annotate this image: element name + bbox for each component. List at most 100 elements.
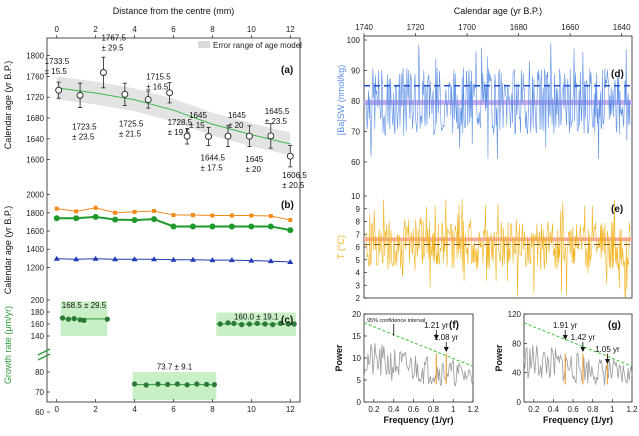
panel-label-c: (c) (281, 315, 293, 326)
c-data-point (254, 320, 260, 326)
f-x-tick-label: 1.2 (467, 405, 479, 414)
a-point-label-line: ± 23.5 (265, 117, 288, 126)
bottom-x-tick-label: 0 (55, 405, 60, 414)
b-triangle-marker (73, 256, 80, 262)
c-y-tick-label: 180 (31, 308, 45, 317)
a-point-label-line: 1645 (189, 111, 207, 120)
a-data-point (144, 96, 152, 103)
b-y-tick-label: 1800 (26, 209, 44, 218)
bottom-x-tick-label: 6 (171, 405, 176, 414)
a-data-point (166, 89, 174, 97)
f-x-tick-label: 1 (451, 405, 456, 414)
g-x-tick-label: 0.8 (587, 405, 599, 414)
a-point-label-line: 1715.5 (146, 73, 171, 82)
a-point-label: 1645.5 ± 23.5 (265, 107, 290, 126)
panel-label-b: (b) (281, 200, 294, 211)
c-data-point (184, 382, 190, 388)
top-x-axis-label: Distance from the centre (mm) (113, 6, 235, 16)
a-data-point (99, 69, 107, 76)
legend-label-error-range: Error range of age model (213, 41, 302, 50)
g-y-tick-label: 40 (512, 369, 521, 378)
b-y-axis-label: Calendar age (yr B.P.) (3, 206, 13, 294)
panel-label-e: (e) (611, 204, 623, 215)
e-y-tick-label: 9 (356, 205, 361, 214)
b-square-marker (152, 208, 157, 213)
b-triangle-marker (267, 258, 274, 264)
a-point-label-line: 1728.5 (168, 118, 193, 127)
c-data-point (203, 381, 210, 387)
a-point-label: 1645 ± 20 (245, 155, 263, 174)
g-x-tick-label: 0.6 (568, 405, 580, 414)
d-y-axis-label: [Ba]SW (nmol/kg) (336, 65, 346, 136)
c-group-label: 168.5 ± 29.5 (62, 301, 107, 310)
a-y-tick-label: 1680 (26, 114, 44, 123)
a-point-label-line: 1645 (245, 155, 263, 164)
a-point-label-line: ± 29.5 (101, 44, 124, 53)
c-y-tick-label: 80 (35, 368, 44, 377)
g-peak-arrowhead (604, 359, 610, 364)
bottom-x-tick-label: 8 (210, 405, 215, 414)
b-circle-marker (73, 215, 80, 222)
a-point-label-line: 1645.5 (265, 107, 290, 116)
f-peak-arrowhead (443, 347, 449, 352)
a-y-tick-label: 1720 (26, 93, 44, 102)
axis-break-mark (37, 353, 51, 361)
c-y-tick-label: 160 (31, 320, 45, 329)
g-peak-label: 1.91 yr (553, 321, 578, 330)
a-data-point (183, 132, 191, 140)
g-y-axis-label: Power (494, 344, 504, 372)
panel-label-a: (a) (281, 65, 293, 76)
b-square-marker (93, 205, 98, 210)
bottom-x-tick-label: 10 (247, 405, 256, 414)
g-y-tick-label: 120 (508, 310, 522, 319)
f-y-axis-label: Power (334, 344, 344, 372)
top-x-tick-label: 10 (247, 25, 256, 34)
g-x-tick-label: 1 (610, 405, 615, 414)
a-y-tick-label: 1800 (26, 52, 44, 61)
f-peak-label: 1.08 yr (434, 333, 459, 342)
g-x-tick-label: 0.4 (548, 405, 560, 414)
f-y-tick-label: 10 (352, 354, 361, 363)
a-point-label-line: 1733.5 (45, 57, 70, 66)
f-x-tick-label: 0.6 (408, 405, 420, 414)
a-point-label: 1645 ± 20 (228, 111, 246, 130)
a-point-label: 1645 ± 15 (189, 111, 207, 130)
a-point-label-line: 1644.5 (201, 153, 226, 162)
b-triangle-marker (228, 257, 235, 263)
a-point-label-line: ± 17.5 (201, 163, 224, 172)
a-data-point (205, 133, 212, 140)
a-point-label-line: 1723.5 (72, 122, 97, 131)
right-top-frame (363, 35, 633, 299)
b-triangle-marker (92, 255, 99, 261)
a-point-label: 1728.5 ± 19.5 (168, 118, 193, 137)
b-circle-marker (248, 223, 255, 230)
g-peak-arrowhead (562, 335, 568, 340)
b-triangle-marker (53, 255, 60, 261)
c-data-point (246, 321, 252, 327)
a-point-label-line: 1725.5 (119, 119, 144, 128)
a-point-label-line: ± 20.5 (282, 181, 305, 190)
bottom-x-tick-label: 12 (286, 405, 295, 414)
b-y-tick-label: 1200 (26, 263, 44, 272)
d-y-tick-label: 90 (351, 67, 360, 76)
f-y-tick-label: 5 (357, 376, 362, 385)
b-circle-marker (170, 223, 177, 230)
error-range-band (56, 76, 291, 156)
b-square-marker (74, 209, 79, 214)
b-circle-marker (151, 216, 158, 223)
b-triangle-marker (131, 256, 138, 262)
a-point-label: 1606.5 ± 20.5 (282, 171, 307, 190)
e-y-tick-label: 10 (351, 192, 360, 201)
b-triangle-marker (151, 256, 158, 262)
panel-label-f: (f) (449, 320, 459, 331)
b-circle-marker (287, 227, 294, 234)
a-point-label-line: ± 21.5 (119, 129, 142, 138)
c-data-point (270, 322, 276, 328)
g-x-tick-label: 0.2 (528, 405, 540, 414)
e-y-tick-label: 7 (356, 230, 361, 239)
c-data-point (277, 320, 284, 326)
a-point-label: 1733.5 ± 15.5 (45, 57, 70, 76)
b-triangle-marker (170, 256, 177, 262)
b-circle-marker (209, 223, 216, 230)
